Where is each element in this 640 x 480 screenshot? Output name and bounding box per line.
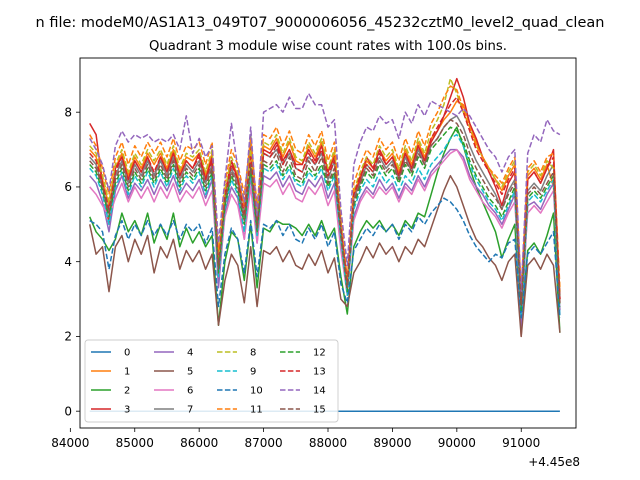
y-tick-label: 2 [64, 330, 72, 344]
legend-label-2: 2 [124, 386, 130, 397]
series-layer [88, 77, 561, 412]
y-axis: 0 2 4 6 8 [64, 105, 80, 418]
legend-label-12: 12 [313, 348, 326, 359]
plot-frame [79, 57, 577, 429]
x-axis-offset-text: +4.45e8 [528, 455, 580, 469]
x-tick-label: 86000 [180, 436, 218, 450]
x-tick-label: 85000 [116, 436, 154, 450]
x-tick-label: 84000 [51, 436, 89, 450]
legend-label-13: 13 [313, 367, 326, 378]
y-tick-label: 8 [64, 105, 72, 119]
series-line-12 [89, 126, 561, 312]
series-line-14 [89, 92, 561, 293]
series-line-5 [88, 174, 561, 338]
legend-label-8: 8 [250, 348, 256, 359]
series-line-13 [89, 96, 561, 304]
x-tick-label: 91000 [502, 436, 540, 450]
x-tick-label: 90000 [438, 436, 476, 450]
x-axis: 84000 85000 86000 87000 88000 89000 90000 91000 [51, 428, 540, 450]
legend-label-1: 1 [124, 367, 130, 378]
legend-label-4: 4 [187, 348, 193, 359]
series-line-15 [89, 118, 561, 308]
x-tick-label: 88000 [309, 436, 347, 450]
legend-label-0: 0 [124, 348, 130, 359]
y-tick-label: 0 [64, 404, 72, 418]
y-tick-label: 6 [64, 180, 72, 194]
series-line-10 [89, 197, 561, 319]
figure-suptitle: n file: modeM0/AS1A13_049T07_9000006056_… [36, 15, 605, 31]
legend-label-11: 11 [250, 405, 263, 416]
legend-label-3: 3 [124, 405, 130, 416]
series-line-11 [89, 85, 561, 293]
legend-label-15: 15 [313, 405, 326, 416]
legend-label-10: 10 [250, 386, 263, 397]
series-line-6 [89, 148, 561, 308]
x-tick-label: 87000 [244, 436, 282, 450]
x-tick-label: 89000 [373, 436, 411, 450]
legend-label-6: 6 [187, 386, 193, 397]
legend-label-14: 14 [313, 386, 326, 397]
y-tick-label: 4 [64, 255, 72, 269]
legend-box [84, 339, 339, 423]
series-line-9 [89, 133, 561, 319]
legend-label-7: 7 [187, 405, 193, 416]
series-line-4 [89, 148, 561, 330]
series-line-7 [89, 115, 561, 304]
legend-label-9: 9 [250, 367, 256, 378]
chart-title: Quadrant 3 module wise count rates with … [149, 39, 507, 54]
legend-label-5: 5 [187, 367, 193, 378]
